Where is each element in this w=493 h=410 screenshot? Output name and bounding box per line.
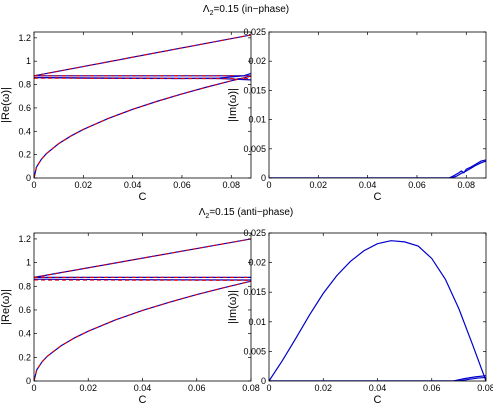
x-tick-label: 0.04 bbox=[369, 383, 387, 393]
y-tick-label: 1.2 bbox=[18, 234, 31, 244]
x-tick-label: 0.08 bbox=[458, 180, 476, 190]
chart-panel-bottom-right: 0 0.02 0.04 0.06 0.0800.0050.010.0150.020.02… bbox=[227, 228, 493, 406]
series-line-9 bbox=[34, 75, 251, 178]
chart-panel-top-right: 0 0.02 0.04 0.06 0.08 0 0.005 0.01 0.015 0.02 0.02… bbox=[227, 27, 487, 203]
series-line-2 bbox=[34, 238, 251, 278]
panels-group: 0 0.02 0.04 0.06 0.0800.20.40.60.811.2C|Re(ω… bbox=[0, 27, 493, 406]
y-tick-label: 1 bbox=[26, 258, 31, 268]
x-tick-label: 0.02 bbox=[310, 180, 328, 190]
y-tick-label: 0.01 bbox=[248, 115, 266, 125]
x-axis-label: C bbox=[139, 191, 147, 203]
y-tick-label: 0.4 bbox=[18, 126, 31, 136]
x-axis-label: C bbox=[374, 191, 382, 203]
y-tick-label: 0.005 bbox=[243, 144, 266, 154]
series-line-1 bbox=[269, 240, 486, 381]
x-tick-label: 0.02 bbox=[75, 180, 93, 190]
x-tick-label: 0.06 bbox=[423, 383, 441, 393]
x-tick-label: 0.02 bbox=[314, 383, 332, 393]
x-tick-label: 0.04 bbox=[359, 180, 377, 190]
y-tick-label: 0.8 bbox=[18, 80, 31, 90]
y-tick-label: 0.015 bbox=[243, 85, 266, 95]
x-tick-label: 0 bbox=[31, 383, 36, 393]
series-line-3 bbox=[269, 376, 486, 381]
chart-panel-bottom-left: 0 0.02 0.04 0.06 0.08 0 0.2 0.4 0.6 0.8 1 1.2 C |Re(ω… bbox=[0, 232, 260, 406]
y-tick-label: 0.02 bbox=[248, 258, 266, 268]
x-tick-label: 0.02 bbox=[79, 383, 97, 393]
y-axis-label: |Re(ω)| bbox=[0, 87, 12, 123]
y-tick-label: 0.025 bbox=[243, 27, 266, 37]
y-axis-label: |Re(ω)| bbox=[0, 289, 12, 325]
y-tick-label: 0.6 bbox=[18, 103, 31, 113]
plot-frame bbox=[33, 31, 252, 179]
x-tick-label: 0.08 bbox=[242, 383, 260, 393]
series-line-7 bbox=[34, 77, 251, 80]
x-tick-label: 0.04 bbox=[124, 180, 142, 190]
y-tick-label: 0.6 bbox=[18, 305, 31, 315]
y-tick-label: 0.2 bbox=[18, 352, 31, 362]
x-tick-label: 0.08 bbox=[223, 180, 241, 190]
x-axis-label: C bbox=[139, 394, 147, 406]
top-row-title: Λ2=0.15 (in−phase) bbox=[203, 4, 289, 17]
y-tick-label: 0.02 bbox=[248, 56, 266, 66]
y-tick-label: 0.025 bbox=[243, 228, 266, 238]
x-tick-label: 0.06 bbox=[408, 180, 426, 190]
series-line-2 bbox=[269, 160, 486, 178]
y-tick-label: 0.005 bbox=[243, 346, 266, 356]
y-tick-label: 0.4 bbox=[18, 329, 31, 339]
y-tick-label: 0 bbox=[261, 376, 266, 386]
y-tick-label: 1 bbox=[26, 56, 31, 66]
series-group bbox=[269, 240, 486, 381]
y-tick-label: 0.2 bbox=[18, 150, 31, 160]
x-tick-label: 0 bbox=[266, 180, 271, 190]
bottom-row-title: Λ2=0.15 (anti−phase) bbox=[199, 207, 294, 220]
x-tick-label: 0.06 bbox=[188, 383, 206, 393]
y-tick-label: 0 bbox=[26, 173, 31, 183]
y-tick-label: 0 bbox=[261, 173, 266, 183]
plot-frame bbox=[268, 31, 487, 179]
series-group bbox=[34, 34, 251, 178]
y-tick-label: 0 bbox=[26, 376, 31, 386]
x-tick-label: 0.04 bbox=[134, 383, 152, 393]
x-tick-label: 0 bbox=[31, 180, 36, 190]
chart-panel-top-left: 0 0.02 0.04 0.06 0.08 0 0.2 0.4 0.6 0.8 1 1.2 C |Re(ω… bbox=[0, 31, 252, 203]
y-tick-label: 0.015 bbox=[243, 287, 266, 297]
series-group bbox=[34, 238, 251, 381]
series-line-8 bbox=[34, 280, 251, 381]
series-line-2 bbox=[34, 34, 251, 77]
x-axis-label: C bbox=[374, 394, 382, 406]
y-tick-label: 0.01 bbox=[248, 317, 266, 327]
y-axis-label: |Im(ω)| bbox=[227, 290, 239, 324]
x-tick-label: 0.08 bbox=[477, 383, 493, 393]
series-line-2 bbox=[269, 375, 486, 381]
y-tick-label: 0.8 bbox=[18, 281, 31, 291]
series-group bbox=[269, 159, 486, 178]
y-axis-label: |Im(ω)| bbox=[227, 88, 239, 122]
x-tick-label: 0.06 bbox=[173, 180, 191, 190]
x-tick-label: 0 bbox=[266, 383, 271, 393]
y-tick-label: 1.2 bbox=[18, 33, 31, 43]
